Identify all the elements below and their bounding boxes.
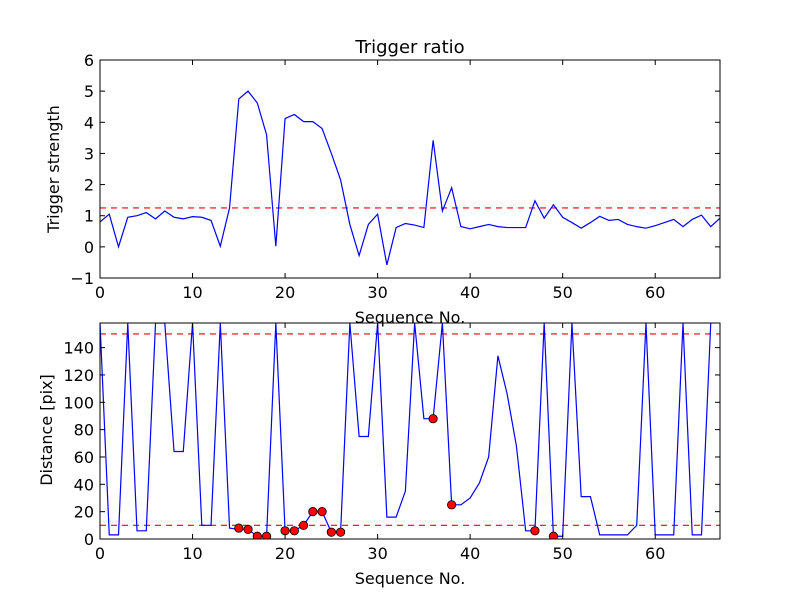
plot-area: 0 10 20 30 40 50 60 0 20 40 60 80 100 120 140 [63,322,721,563]
y-tick-label: 100 [63,393,94,412]
x-tick-label: 20 [275,544,295,563]
x-tick-label: 0 [95,544,105,563]
x-tick-label: 10 [182,283,202,302]
data-layer [100,323,720,539]
data-point [289,526,299,536]
data-point [298,520,309,530]
x-tick-label: 40 [460,283,480,302]
data-point [234,523,244,533]
data-point [326,527,336,537]
y-tick-label: 4 [84,113,94,132]
y-tick-label: 20 [74,503,94,522]
data-point [530,526,540,536]
y-tick-label: 140 [63,339,94,358]
x-tick-label: 30 [367,544,387,563]
distance-chart: 0 10 20 30 40 50 60 0 20 40 60 80 100 120 140 Sequence… [37,322,721,588]
x-tick-label: 50 [553,544,573,563]
x-tick-label: 60 [645,283,665,302]
data-point [548,531,559,539]
x-tick-label: 60 [645,544,665,563]
y-tick-label: 0 [84,238,94,257]
y-axis-label: Distance [pix] [37,374,56,486]
x-axis-label: Sequence No. [355,308,466,327]
data-point [261,531,272,539]
x-tick-label: 20 [275,283,295,302]
axes-frame [99,322,721,540]
data-point [428,414,438,424]
y-tick-label: 1 [84,207,94,226]
x-tick-label: 30 [367,283,387,302]
y-tick-label: 3 [84,144,94,163]
data-point [447,500,457,510]
data-point [280,526,290,536]
y-tick-label: 60 [74,448,94,467]
series-line [100,323,712,537]
axes-frame [99,59,721,279]
chart-title: Trigger ratio [354,37,464,58]
data-point [252,531,262,539]
x-tick-label: 10 [182,544,202,563]
y-axis-label: Trigger strength [44,105,63,234]
data-point [317,507,327,517]
data-point [308,507,318,517]
data-point [335,527,346,537]
y-tick-label: 80 [74,421,94,440]
data-point [243,524,253,535]
x-axis-label: Sequence No. [355,569,466,588]
y-tick-label: 6 [84,51,94,70]
data-layer [100,90,720,266]
y-tick-label: 2 [84,176,94,195]
y-tick-label: −1 [70,269,94,288]
series-line [100,90,720,266]
x-tick-label: 40 [460,544,480,563]
y-tick-label: 0 [84,530,94,549]
x-tick-label: 0 [95,283,105,302]
y-tick-label: 40 [74,475,94,494]
x-tick-label: 50 [553,283,573,302]
y-tick-label: 5 [84,82,94,101]
y-tick-label: 120 [63,366,94,385]
